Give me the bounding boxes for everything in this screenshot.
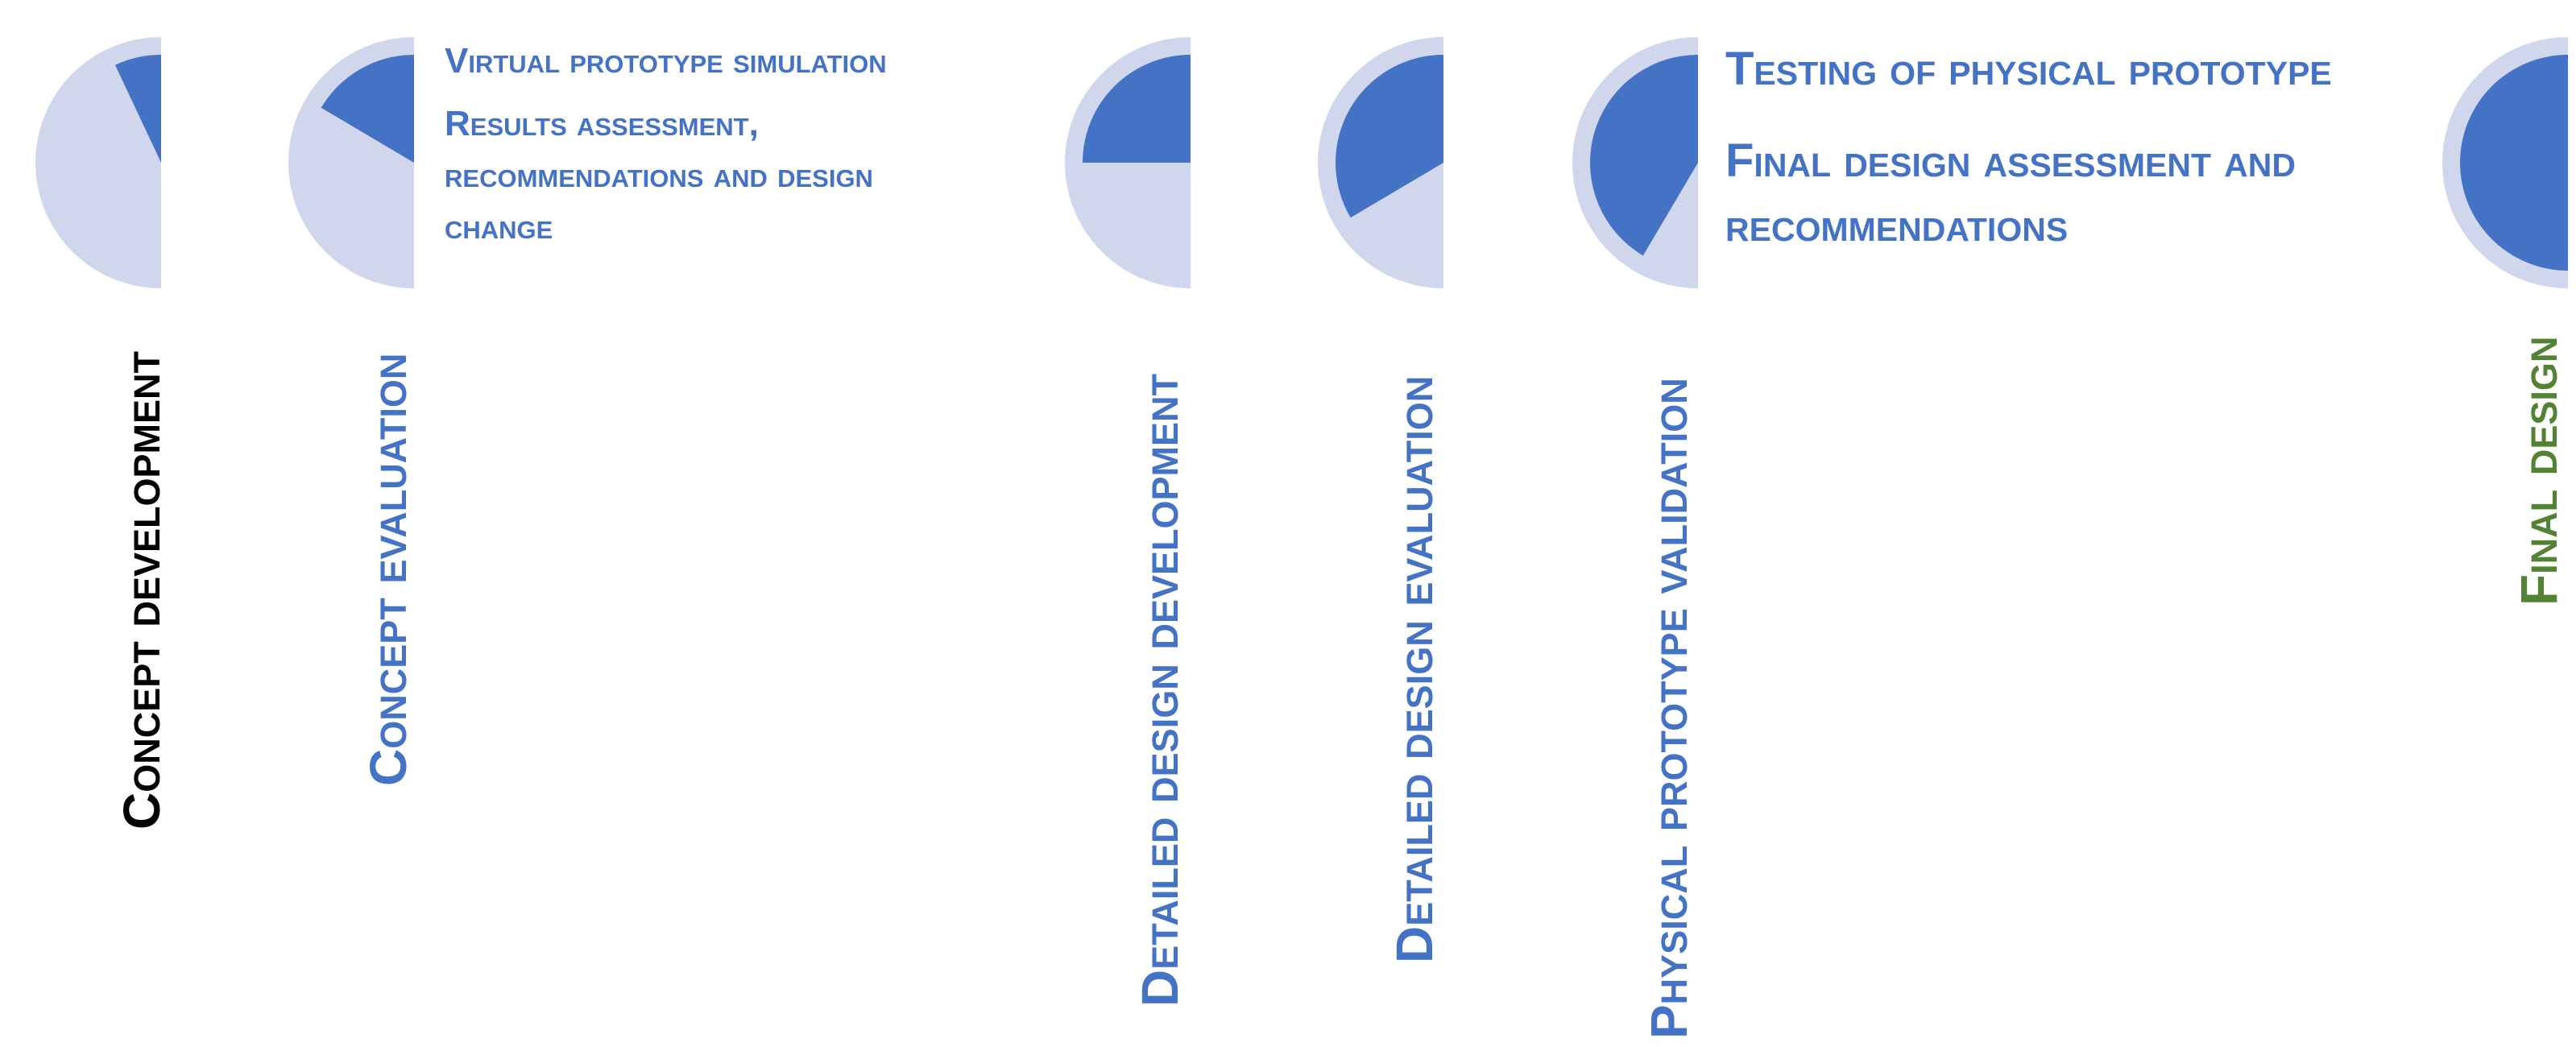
phase-progress-gauge (1039, 35, 1192, 290)
note-final-design-assessment: Final design assessment and recommendati… (1725, 134, 2296, 251)
phase-progress-gauge (1292, 35, 1445, 290)
phase-label-physical-prototype-validation: Physical prototype validation (1640, 378, 1698, 1039)
phase-label-concept-evaluation: Concept evaluation (359, 353, 417, 786)
note-virtual-prototype-simulation: Virtual prototype simulation (445, 41, 887, 81)
phase-label-detailed-design-development: Detailed design development (1131, 373, 1189, 1007)
phase-label-concept-development: Concept development (113, 350, 171, 830)
physical-stage-notes: Testing of physical prototype Final desi… (1725, 37, 2338, 258)
phase-progress-gauge (1547, 35, 1700, 290)
note-results-assessment: Results assessment, recommendations and … (445, 104, 873, 246)
phase-label-detailed-design-evaluation: Detailed design evaluation (1385, 375, 1443, 963)
phase-label-final-design: Final design (2510, 336, 2568, 606)
virtual-stage-notes: Virtual prototype simulation Results ass… (445, 35, 896, 253)
phase-progress-gauge (2417, 35, 2570, 290)
phase-progress-gauge (10, 35, 163, 290)
note-testing-physical-prototype: Testing of physical prototype (1725, 43, 2332, 95)
phase-progress-gauge (263, 35, 416, 290)
